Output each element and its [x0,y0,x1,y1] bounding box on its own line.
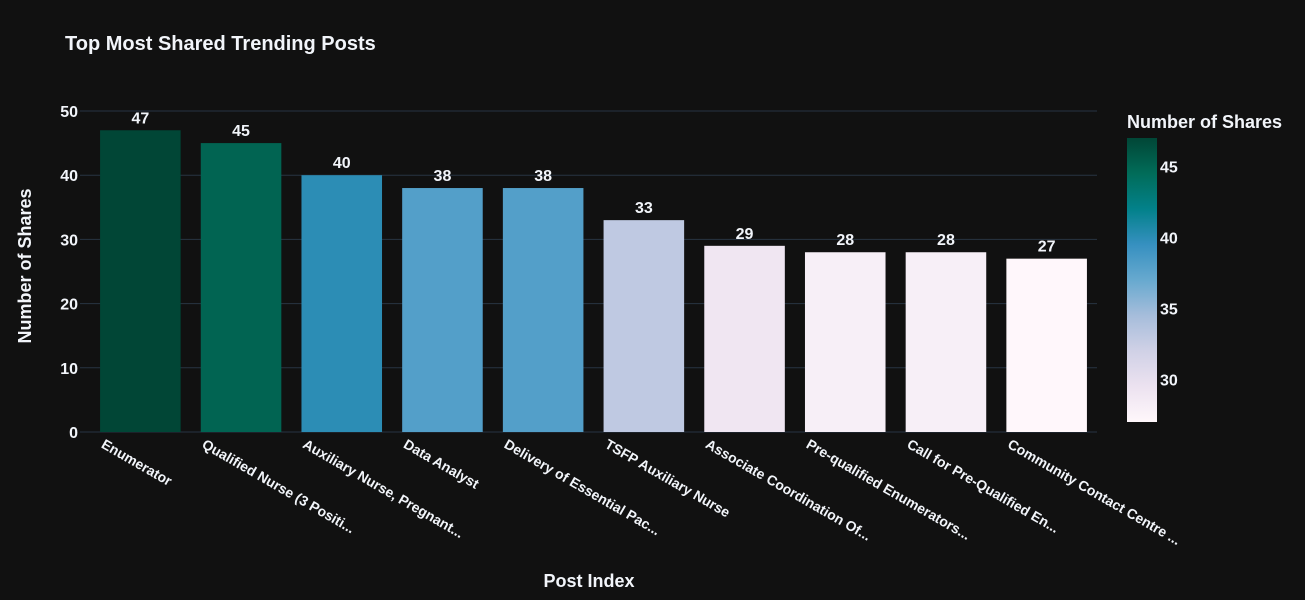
y-tick-label: 20 [60,297,78,314]
colorbar-scale [1127,138,1157,422]
colorbar: Number of Shares 30 35 40 45 [1127,112,1282,422]
y-axis-ticks: 0 10 20 30 40 50 [60,104,78,442]
y-tick-label: 40 [60,168,78,185]
x-tick-label: Delivery of Essential Pac... [502,436,664,539]
chart-title: Top Most Shared Trending Posts [65,33,376,55]
bar-value-label: 47 [131,110,149,127]
bar-value-label: 28 [836,232,854,249]
bar [1006,258,1087,432]
colorbar-tick-label: 45 [1160,159,1178,176]
bar [402,188,483,432]
colorbar-tick-label: 30 [1160,372,1178,389]
bar-value-label: 38 [434,168,452,185]
x-axis-title: Post Index [543,571,634,591]
bar [905,252,987,432]
x-tick-label: Auxiliary Nurse, Pregnant... [300,436,466,541]
x-tick-label: Associate Coordination Of... [703,436,874,544]
bar-value-label: 28 [937,232,955,249]
bar-value-label: 29 [736,226,754,243]
colorbar-title: Number of Shares [1127,112,1282,132]
bar-value-label: 40 [333,155,351,172]
bar-value-label: 27 [1038,239,1056,256]
bar-value-label: 38 [534,168,552,185]
x-tick-label: Enumerator [99,436,176,489]
bar-value-label: 33 [635,200,653,217]
y-tick-label: 10 [60,361,78,378]
y-tick-label: 50 [60,104,78,121]
x-axis-ticks: Enumerator Qualified Nurse (3 Positi...Au… [99,436,1184,548]
y-tick-label: 0 [69,425,78,442]
colorbar-tick-label: 35 [1160,301,1178,318]
bar [804,252,886,432]
colorbar-tick-label: 40 [1160,230,1178,247]
y-tick-label: 30 [60,232,78,249]
bar [100,130,181,432]
bar-value-label: 45 [232,123,250,140]
x-tick-label: Data Analyst [401,436,482,492]
y-axis-title: Number of Shares [15,188,35,343]
bars [100,130,1087,432]
x-tick-label: Community Contact Centre ... [1005,436,1183,548]
bar [200,143,282,432]
colorbar-ticks: 30 35 40 45 [1160,159,1178,389]
bar [704,245,785,432]
data-labels: 47 45 40 38 38 33 29 28 28 27 [131,110,1055,255]
bar [502,188,584,432]
x-tick-label: Pre-qualified Enumerators... [804,436,974,543]
bar [603,220,685,432]
bar [301,175,383,432]
